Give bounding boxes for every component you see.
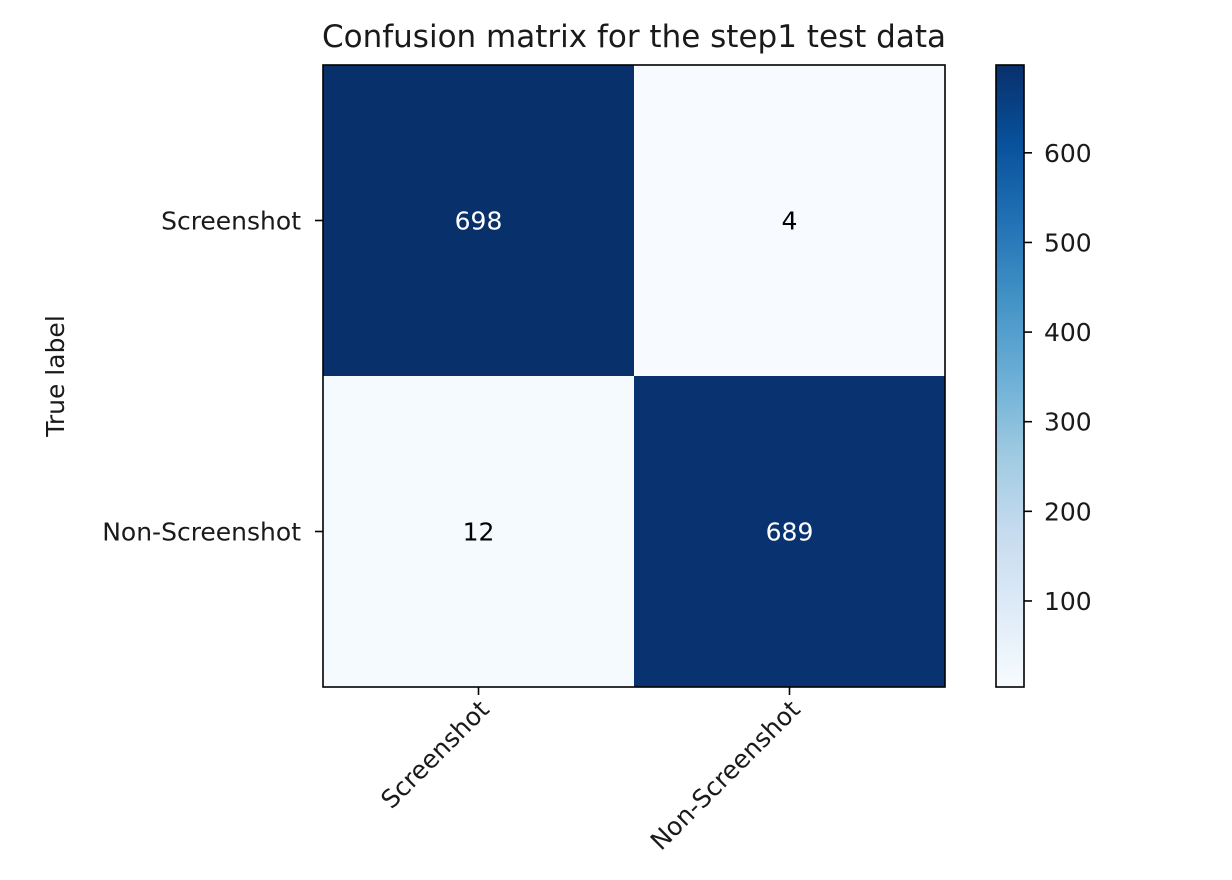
cell-value-label: 689 <box>766 518 814 547</box>
heatmap-cell <box>634 65 945 376</box>
y-axis-label: True label <box>41 315 70 438</box>
cell-value-label: 12 <box>463 518 495 547</box>
heatmap-cells <box>323 65 945 687</box>
x-tick-label: Non-Screenshot <box>645 695 806 856</box>
colorbar-tick-label: 500 <box>1044 228 1092 257</box>
heatmap-cell-labels: 698 4 12 689 <box>455 207 814 547</box>
colorbar-tick-label: 100 <box>1044 587 1092 616</box>
colorbar-tick-label: 200 <box>1044 497 1092 526</box>
y-tick-label: Non-Screenshot <box>102 518 301 547</box>
heatmap-cell <box>323 376 634 687</box>
y-tick-label: Screenshot <box>161 207 301 236</box>
cell-value-label: 4 <box>782 207 798 236</box>
heatmap-cell <box>634 376 945 687</box>
matrix-frame <box>322 64 946 688</box>
colorbar: 100 200 300 400 500 600 <box>995 64 1092 688</box>
colorbar-gradient <box>996 65 1024 687</box>
x-axis-ticks: Screenshot Non-Screenshot <box>375 687 806 856</box>
heatmap-cell <box>323 65 634 376</box>
colorbar-tick-label: 400 <box>1044 318 1092 347</box>
colorbar-tick-label: 300 <box>1044 408 1092 437</box>
cell-value-label: 698 <box>455 207 503 236</box>
colorbar-frame <box>995 64 1025 688</box>
x-tick-label: Screenshot <box>375 695 495 815</box>
y-axis-ticks: Screenshot Non-Screenshot <box>102 207 323 547</box>
colorbar-tick-label: 600 <box>1044 139 1092 168</box>
colorbar-ticks: 100 200 300 400 500 600 <box>1024 139 1092 616</box>
chart-title: Confusion matrix for the step1 test data <box>322 19 946 55</box>
